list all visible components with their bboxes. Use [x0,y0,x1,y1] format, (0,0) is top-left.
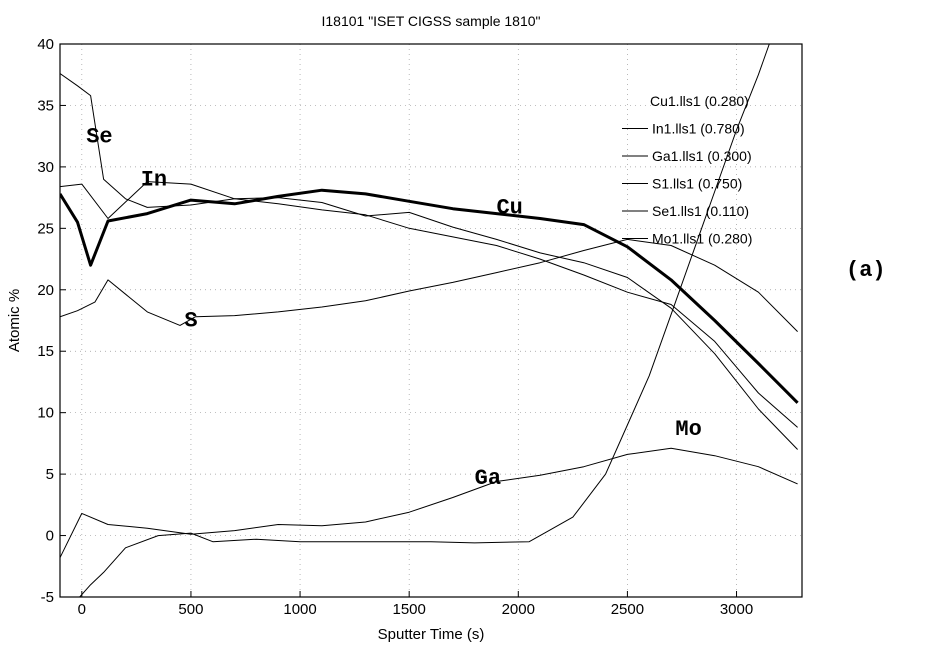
series-line-se [60,73,798,450]
annotation-s: S [184,309,197,334]
legend-entry: Ga1.lls1 (0.300) [652,148,752,164]
y-tick-label: 30 [37,159,54,176]
panel-label: (a) [846,258,886,283]
series-line-cu [60,188,799,404]
legend-entry: Mo1.lls1 (0.280) [652,231,752,247]
y-tick-label: 35 [37,97,54,114]
chart-title: I18101 "ISET CIGSS sample 1810" [321,13,540,29]
series-line-ga [60,447,798,558]
x-axis-label: Sputter Time (s) [378,626,485,643]
annotation-ga: Ga [475,466,501,491]
x-tick-label: 2000 [502,601,535,618]
legend-entry: In1.lls1 (0.780) [652,121,745,137]
legend-entry: Se1.lls1 (0.110) [652,203,749,219]
x-tick-label: 500 [178,601,203,618]
x-tick-label: 2500 [611,601,644,618]
y-axis-label: Atomic % [6,289,23,352]
y-tick-label: 25 [37,220,54,237]
series-line-in [60,181,798,428]
y-tick-label: 10 [37,405,54,422]
x-tick-label: 3000 [720,601,753,618]
series-line-s [60,238,798,332]
y-tick-label: 0 [46,528,54,545]
annotation-in: In [141,167,167,192]
plot-frame [59,43,803,598]
annotation-cu: Cu [496,196,522,221]
y-tick-label: 5 [46,466,54,483]
legend-entry: Cu1.lls1 (0.280) [650,93,749,109]
y-tick-label: -5 [41,589,54,606]
x-tick-label: 0 [78,601,86,618]
series-line-mo [78,44,770,597]
x-tick-label: 1500 [392,601,425,618]
ticks: 0 500 1000 1500 2000 2500 3000 -5 0 5 10 15 20 25 30 35… [37,36,753,618]
annotation-se: Se [86,124,112,149]
y-tick-label: 15 [37,343,54,360]
legend: Cu1.lls1 (0.280) In1.lls1 (0.780) Ga1.lls1… [622,93,752,247]
y-tick-label: 20 [37,282,54,299]
x-tick-label: 1000 [283,601,316,618]
y-tick-label: 40 [37,36,54,53]
series-lines [60,44,799,597]
annotation-mo: Mo [675,417,701,442]
series-annotations: Se In S Cu Ga Mo [86,124,702,491]
legend-entry: S1.lls1 (0.750) [652,176,742,192]
